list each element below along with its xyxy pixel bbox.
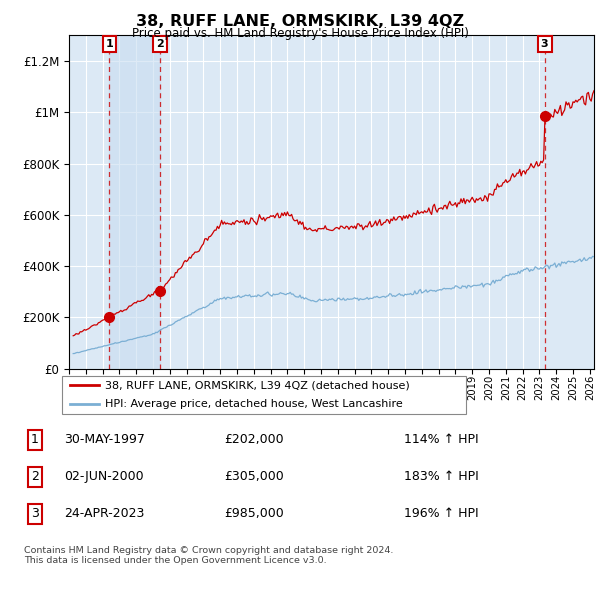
- Text: 38, RUFF LANE, ORMSKIRK, L39 4QZ (detached house): 38, RUFF LANE, ORMSKIRK, L39 4QZ (detach…: [105, 381, 410, 391]
- Text: 1: 1: [106, 39, 113, 49]
- Text: £202,000: £202,000: [224, 433, 284, 446]
- FancyBboxPatch shape: [62, 376, 466, 414]
- Text: 1: 1: [31, 433, 39, 446]
- Text: 02-JUN-2000: 02-JUN-2000: [64, 470, 144, 483]
- Text: Price paid vs. HM Land Registry's House Price Index (HPI): Price paid vs. HM Land Registry's House …: [131, 27, 469, 40]
- Text: 3: 3: [31, 507, 39, 520]
- Text: 30-MAY-1997: 30-MAY-1997: [64, 433, 145, 446]
- Text: 3: 3: [541, 39, 548, 49]
- Bar: [109, 35, 160, 369]
- Text: 38, RUFF LANE, ORMSKIRK, L39 4QZ: 38, RUFF LANE, ORMSKIRK, L39 4QZ: [136, 14, 464, 28]
- Text: HPI: Average price, detached house, West Lancashire: HPI: Average price, detached house, West…: [105, 399, 403, 409]
- Text: 183% ↑ HPI: 183% ↑ HPI: [404, 470, 478, 483]
- Text: Contains HM Land Registry data © Crown copyright and database right 2024.
This d: Contains HM Land Registry data © Crown c…: [24, 546, 394, 565]
- Text: 2: 2: [156, 39, 164, 49]
- Text: 196% ↑ HPI: 196% ↑ HPI: [404, 507, 478, 520]
- Text: £985,000: £985,000: [224, 507, 284, 520]
- Text: 114% ↑ HPI: 114% ↑ HPI: [404, 433, 478, 446]
- Bar: [545, 35, 594, 369]
- Text: 2: 2: [31, 470, 39, 483]
- Text: £305,000: £305,000: [224, 470, 284, 483]
- Text: 24-APR-2023: 24-APR-2023: [64, 507, 145, 520]
